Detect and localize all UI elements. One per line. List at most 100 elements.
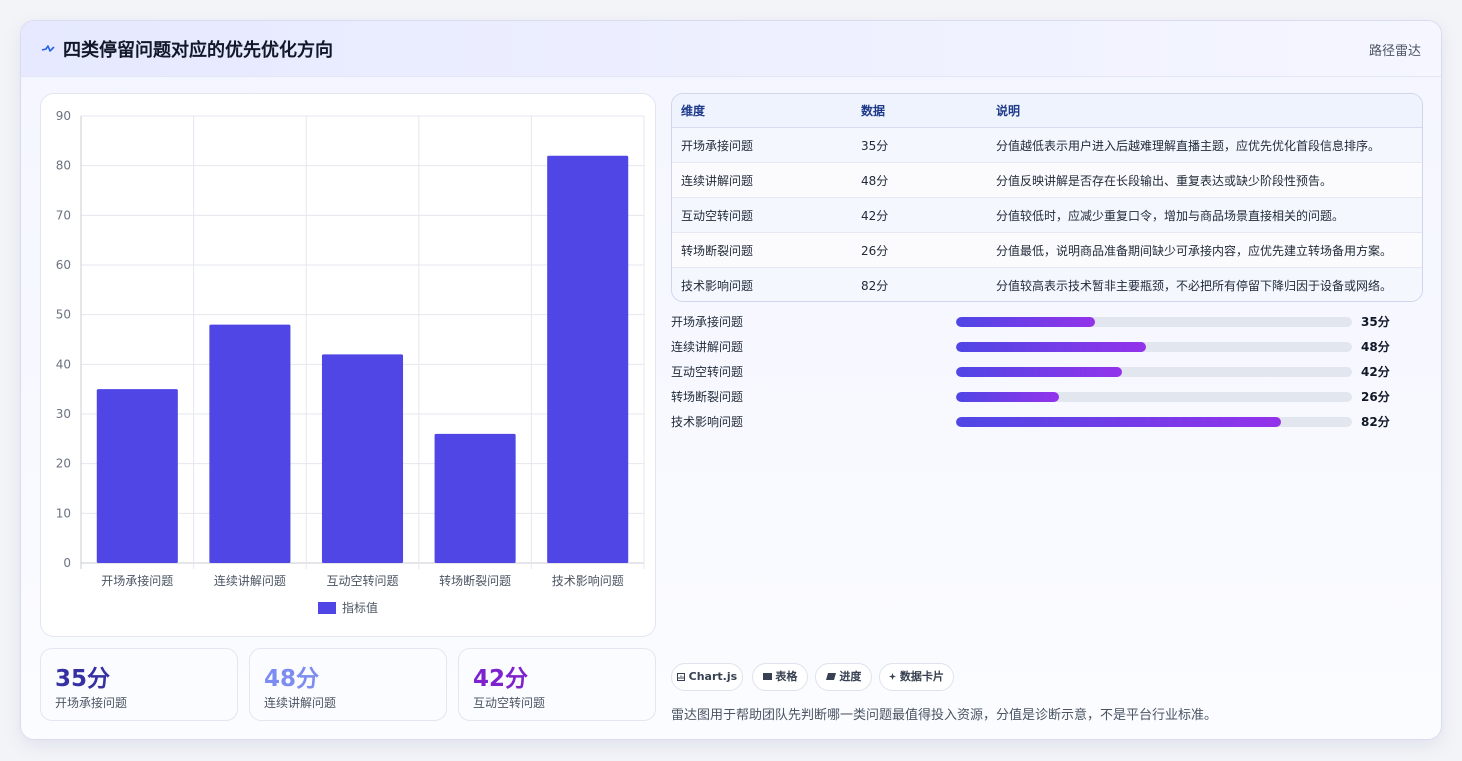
y-tick-label: 30 [56, 407, 71, 421]
table-cell-dimension: 连续讲解问题 [672, 162, 852, 198]
stat-value: 35分 [55, 666, 111, 692]
progress-value: 42分 [1361, 365, 1390, 379]
y-tick-label: 70 [56, 208, 71, 222]
pulse-icon [41, 45, 55, 52]
table-cell-note: 分值较高表示技术暂非主要瓶颈，不必把所有停留下降归因于设备或网络。 [987, 267, 1422, 301]
tag-label: 数据卡片 [899, 670, 944, 683]
data-table: 维度 数据 说明 开场承接问题 35分 分值越低表示用户进入后越难理解直播主题，… [672, 94, 1422, 301]
progress-fill [956, 342, 1147, 352]
table-cell-note: 分值较低时，应减少重复口令，增加与商品场景直接相关的问题。 [987, 197, 1422, 233]
progress-fill [956, 392, 1059, 402]
table-icon [762, 673, 772, 680]
progress-value: 35分 [1361, 315, 1390, 329]
legend-label: 指标值 [342, 600, 378, 615]
stat-card: 42分 互动空转问题 [458, 648, 656, 721]
tag-chartjs[interactable]: Chart.js [671, 663, 743, 691]
table-cell-dimension: 技术影响问题 [672, 267, 852, 301]
bar [547, 155, 629, 563]
progress-label: 技术影响问题 [671, 415, 744, 429]
main-card: 四类停留问题对应的优先优化方向 路径雷达 0 10 20 30 40 50 60 70 80 90… [20, 20, 1442, 740]
x-tick-label: 转场断裂问题 [439, 573, 511, 588]
stat-value: 42分 [473, 666, 529, 692]
sparkle-icon [889, 673, 897, 680]
table-header-dimension: 维度 [672, 94, 852, 128]
y-tick-label: 0 [63, 556, 71, 570]
y-tick-label: 50 [56, 308, 71, 322]
tag-label: 进度 [839, 670, 862, 683]
tag-label: Chart.js [688, 670, 738, 683]
x-tick-label: 连续讲解问题 [214, 573, 286, 588]
progress-icon [825, 673, 836, 680]
table-cell-dimension: 开场承接问题 [672, 127, 852, 163]
x-tick-label: 技术影响问题 [552, 573, 624, 588]
progress-value: 48分 [1361, 340, 1390, 354]
chart-icon [676, 673, 685, 681]
stat-label: 开场承接问题 [55, 696, 128, 710]
progress-row: 连续讲解问题 48分 [671, 338, 1391, 356]
y-tick-label: 20 [56, 457, 71, 471]
table-cell-data: 82分 [852, 267, 987, 301]
bar [209, 324, 291, 563]
stat-card: 48分 连续讲解问题 [249, 648, 447, 721]
table-header-data: 数据 [852, 94, 987, 128]
progress-row: 开场承接问题 35分 [671, 313, 1391, 331]
progress-value: 26分 [1361, 390, 1390, 404]
progress-track [956, 342, 1352, 352]
progress-label: 开场承接问题 [671, 315, 744, 329]
stat-value: 48分 [264, 666, 320, 692]
bar [321, 354, 404, 563]
progress-row: 技术影响问题 82分 [671, 413, 1391, 431]
y-tick-label: 40 [56, 357, 71, 371]
bar [434, 433, 516, 563]
progress-track [956, 317, 1352, 327]
stat-card: 35分 开场承接问题 [40, 648, 238, 721]
legend-swatch [318, 602, 336, 614]
table-cell-data: 26分 [852, 232, 987, 268]
header-badge: 路径雷达 [1368, 44, 1421, 59]
progress-row: 转场断裂问题 26分 [671, 388, 1391, 406]
bar [96, 389, 178, 563]
table-cell-note: 分值最低，说明商品准备期间缺少可承接内容，应优先建立转场备用方案。 [987, 232, 1422, 268]
card-header: 四类停留问题对应的优先优化方向 路径雷达 [21, 21, 1441, 77]
progress-track [956, 417, 1352, 427]
tag-label: 表格 [775, 670, 798, 683]
footer-note: 雷达图用于帮助团队先判断哪一类问题最值得投入资源，分值是诊断示意，不是平台行业标… [671, 708, 1218, 723]
stat-label: 互动空转问题 [473, 696, 546, 710]
table-cell-dimension: 互动空转问题 [672, 197, 852, 233]
table-cell-data: 42分 [852, 197, 987, 233]
progress-label: 连续讲解问题 [671, 340, 744, 354]
table-cell-note: 分值越低表示用户进入后越难理解直播主题，应优先优化首段信息排序。 [987, 127, 1422, 163]
table-row: 转场断裂问题 26分 分值最低，说明商品准备期间缺少可承接内容，应优先建立转场备… [672, 232, 1422, 268]
progress-value: 82分 [1361, 415, 1390, 429]
progress-label: 互动空转问题 [671, 365, 744, 379]
table-row: 开场承接问题 35分 分值越低表示用户进入后越难理解直播主题，应优先优化首段信息… [672, 127, 1422, 163]
progress-fill [956, 417, 1281, 427]
progress-label: 转场断裂问题 [671, 390, 744, 404]
table-row: 技术影响问题 82分 分值较高表示技术暂非主要瓶颈，不必把所有停留下降归因于设备… [672, 267, 1422, 301]
table-cell-data: 35分 [852, 127, 987, 163]
y-tick-label: 10 [56, 506, 71, 520]
x-tick-label: 开场承接问题 [101, 573, 173, 588]
table-cell-dimension: 转场断裂问题 [672, 232, 852, 268]
progress-track [956, 367, 1352, 377]
progress-fill [956, 317, 1095, 327]
tag-progress[interactable]: 进度 [815, 663, 872, 691]
y-tick-label: 90 [56, 109, 71, 123]
bar-chart: 0 10 20 30 40 50 60 70 80 90 开场承接问题 连续讲解问题 互动空转问题 转场断… [56, 109, 645, 615]
page-title: 四类停留问题对应的优先优化方向 [63, 40, 333, 61]
tag-data-card[interactable]: 数据卡片 [879, 663, 954, 691]
data-table-panel: 维度 数据 说明 开场承接问题 35分 分值越低表示用户进入后越难理解直播主题，… [671, 93, 1423, 302]
progress-track [956, 392, 1352, 402]
table-header-note: 说明 [987, 94, 1422, 128]
bar-chart-panel: 0 10 20 30 40 50 60 70 80 90 开场承接问题 连续讲解问题 互动空转问题 转场断… [40, 93, 656, 637]
y-tick-label: 60 [56, 258, 71, 272]
table-cell-note: 分值反映讲解是否存在长段输出、重复表达或缺少阶段性预告。 [987, 162, 1422, 198]
stat-label: 连续讲解问题 [264, 696, 337, 710]
table-row: 互动空转问题 42分 分值较低时，应减少重复口令，增加与商品场景直接相关的问题。 [672, 197, 1422, 233]
progress-fill [956, 367, 1123, 377]
progress-row: 互动空转问题 42分 [671, 363, 1391, 381]
tag-table[interactable]: 表格 [752, 663, 808, 691]
table-row: 连续讲解问题 48分 分值反映讲解是否存在长段输出、重复表达或缺少阶段性预告。 [672, 162, 1422, 198]
y-tick-label: 80 [56, 159, 71, 173]
x-tick-label: 互动空转问题 [326, 573, 398, 588]
